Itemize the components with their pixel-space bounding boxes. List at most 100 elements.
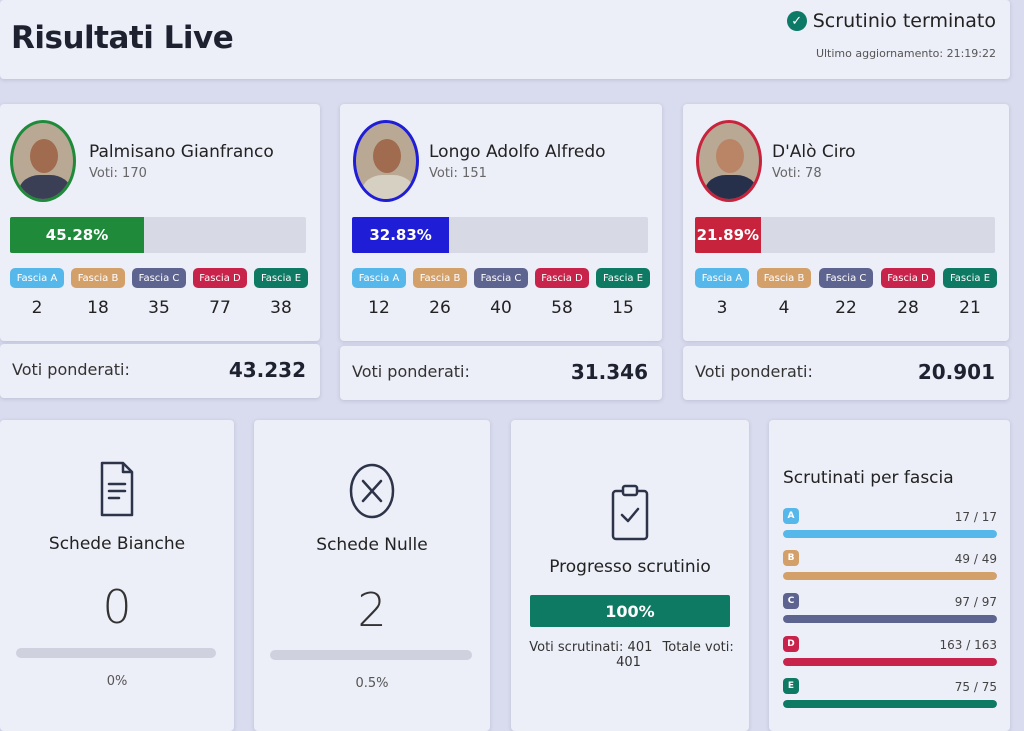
fascia-progress-bar [783,658,997,666]
candidate-votes: Voti: 151 [429,166,487,181]
voti-scrutinati: Voti scrutinati: 401 [529,640,653,655]
candidate-percent-fill: 45.28% [10,217,145,253]
fascia-progress-bar [783,700,997,708]
candidate-name: Palmisano Gianfranco [89,142,274,162]
schede-nulle-value: 2 [357,583,387,637]
schede-bianche-card: Schede Bianche 0 0% [0,420,234,731]
fascia-value: 4 [778,298,790,318]
fascia-value: 18 [87,298,109,318]
fascia-value: 28 [897,298,919,318]
fascia-letter-badge: E [783,678,799,694]
clipboard-check-icon [610,484,650,546]
progresso-bar: 100% [530,595,730,627]
fasce-breakdown: Fascia A 12 Fascia B 26 Fascia C 40 Fascia … [352,268,650,318]
fascia-badge-e: Fascia E [596,268,650,288]
schede-nulle-title: Schede Nulle [316,535,428,555]
fascia-letter-badge: D [783,636,799,652]
fascia-letter-badge: B [783,550,799,566]
weighted-votes-label: Voti ponderati: [695,362,813,381]
fasce-breakdown: Fascia A 2 Fascia B 18 Fascia C 35 Fascia D… [10,268,308,318]
fascia-value: 12 [368,298,390,318]
fascia-value: 38 [270,298,292,318]
fascia-badge-a: Fascia A [695,268,749,288]
fascia-progress-bar [783,572,997,580]
schede-bianche-value: 0 [102,580,132,634]
candidate-votes: Voti: 78 [772,166,822,181]
fascia-badge-b: Fascia B [71,268,125,288]
fascia-value: 22 [835,298,857,318]
totale-voti: Totale voti: 401 [616,640,734,670]
fascia-value: 26 [429,298,451,318]
fascia-badge-c: Fascia C [132,268,186,288]
fascia-value: 40 [490,298,512,318]
candidate-percent-fill: 32.83% [352,217,450,253]
candidate-card: Longo Adolfo Alfredo Voti: 151 32.83% Fa… [340,104,662,341]
fascia-count: 17 / 17 [954,510,997,524]
last-updated: Ultimo aggiornamento: 21:19:22 [815,47,996,60]
fascia-count: 75 / 75 [954,680,997,694]
fascia-value: 35 [148,298,170,318]
progresso-card: Progresso scrutinio 100% Voti scrutinati… [511,420,749,731]
fascia-badge-d: Fascia D [535,268,589,288]
x-circle-icon [348,462,396,524]
candidate-card: D'Alò Ciro Voti: 78 21.89% Fascia A 3 Fas… [683,104,1009,341]
progresso-counts: Voti scrutinati: 401 Totale voti: 401 [511,640,749,670]
fascia-badge-b: Fascia B [757,268,811,288]
progresso-fill: 100% [530,595,730,627]
header-bar: Risultati Live ✓ Scrutinio terminato Ult… [0,0,1010,79]
fascia-progress-row: B 49 / 49 [783,550,997,584]
fascia-progress-row: A 17 / 17 [783,508,997,542]
weighted-votes-value: 43.232 [228,358,306,382]
fascia-count: 163 / 163 [939,638,997,652]
weighted-votes-row: Voti ponderati: 20.901 [683,346,1009,400]
fascia-value: 21 [959,298,981,318]
candidate-avatar [696,120,762,202]
document-icon [99,460,135,522]
schede-nulle-percent: 0.5% [355,676,389,691]
fascia-value: 58 [551,298,573,318]
fasce-breakdown: Fascia A 3 Fascia B 4 Fascia C 22 Fascia D 2… [695,268,997,318]
fascia-value: 2 [31,298,43,318]
fascia-badge-e: Fascia E [943,268,997,288]
schede-nulle-bar [270,650,472,660]
fascia-progress-row: D 163 / 163 [783,636,997,670]
candidate-percent-fill: 21.89% [695,217,761,253]
fascia-letter-badge: C [783,593,799,609]
candidate-percent-bar: 45.28% [10,217,306,253]
fascia-progress-row: E 75 / 75 [783,678,997,712]
scrutinati-fascia-title: Scrutinati per fascia [783,468,954,488]
schede-bianche-title: Schede Bianche [48,534,186,554]
candidate-card: Palmisano Gianfranco Voti: 170 45.28% Fa… [0,104,320,341]
fascia-count: 97 / 97 [954,595,997,609]
schede-bianche-bar [16,648,216,658]
weighted-votes-label: Voti ponderati: [12,360,130,379]
fascia-badge-b: Fascia B [413,268,467,288]
fascia-badge-c: Fascia C [474,268,528,288]
fascia-value: 77 [209,298,231,318]
fascia-badge-a: Fascia A [10,268,64,288]
fascia-badge-a: Fascia A [352,268,406,288]
fascia-progress-bar [783,615,997,623]
fascia-progress-bar [783,530,997,538]
schede-nulle-card: Schede Nulle 2 0.5% [254,420,490,731]
fascia-letter-badge: A [783,508,799,524]
candidate-votes: Voti: 170 [89,166,147,181]
candidate-name: Longo Adolfo Alfredo [429,142,606,162]
candidate-percent-bar: 32.83% [352,217,648,253]
check-circle-icon: ✓ [786,11,807,31]
weighted-votes-label: Voti ponderati: [352,362,470,381]
candidate-avatar [353,120,419,202]
schede-bianche-percent: 0% [106,674,128,689]
status-indicator: ✓ Scrutinio terminato [786,10,996,32]
page-title: Risultati Live [11,20,234,56]
weighted-votes-value: 31.346 [570,360,648,384]
weighted-votes-row: Voti ponderati: 31.346 [340,346,662,400]
weighted-votes-value: 20.901 [917,360,995,384]
scrutinati-fascia-card: Scrutinati per fascia A 17 / 17 B 49 / 4… [769,420,1010,731]
candidate-percent-bar: 21.89% [695,217,995,253]
fascia-value: 3 [716,298,728,318]
fascia-badge-c: Fascia C [819,268,873,288]
fascia-badge-e: Fascia E [254,268,308,288]
weighted-votes-row: Voti ponderati: 43.232 [0,344,320,398]
fascia-progress-row: C 97 / 97 [783,593,997,627]
